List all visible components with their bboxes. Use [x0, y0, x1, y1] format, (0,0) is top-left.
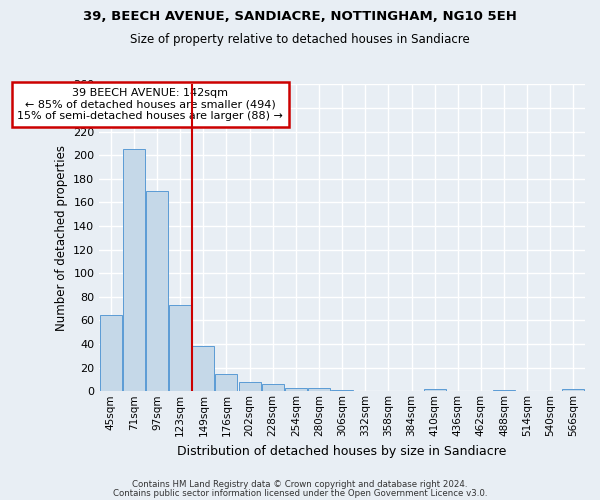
Bar — [562, 389, 584, 392]
Bar — [169, 305, 191, 392]
Text: Contains public sector information licensed under the Open Government Licence v3: Contains public sector information licen… — [113, 488, 487, 498]
Y-axis label: Number of detached properties: Number of detached properties — [55, 145, 68, 331]
Bar — [100, 314, 122, 392]
Text: Size of property relative to detached houses in Sandiacre: Size of property relative to detached ho… — [130, 32, 470, 46]
Bar — [146, 190, 168, 392]
Text: Contains HM Land Registry data © Crown copyright and database right 2024.: Contains HM Land Registry data © Crown c… — [132, 480, 468, 489]
Bar — [285, 388, 307, 392]
Bar — [424, 389, 446, 392]
Bar — [262, 384, 284, 392]
Bar — [193, 346, 214, 392]
Bar — [331, 390, 353, 392]
Text: 39 BEECH AVENUE: 142sqm
← 85% of detached houses are smaller (494)
15% of semi-d: 39 BEECH AVENUE: 142sqm ← 85% of detache… — [17, 88, 283, 121]
Text: 39, BEECH AVENUE, SANDIACRE, NOTTINGHAM, NG10 5EH: 39, BEECH AVENUE, SANDIACRE, NOTTINGHAM,… — [83, 10, 517, 23]
Bar — [239, 382, 260, 392]
Bar — [123, 150, 145, 392]
Bar — [308, 388, 330, 392]
Bar — [215, 374, 238, 392]
Bar — [493, 390, 515, 392]
X-axis label: Distribution of detached houses by size in Sandiacre: Distribution of detached houses by size … — [178, 444, 507, 458]
